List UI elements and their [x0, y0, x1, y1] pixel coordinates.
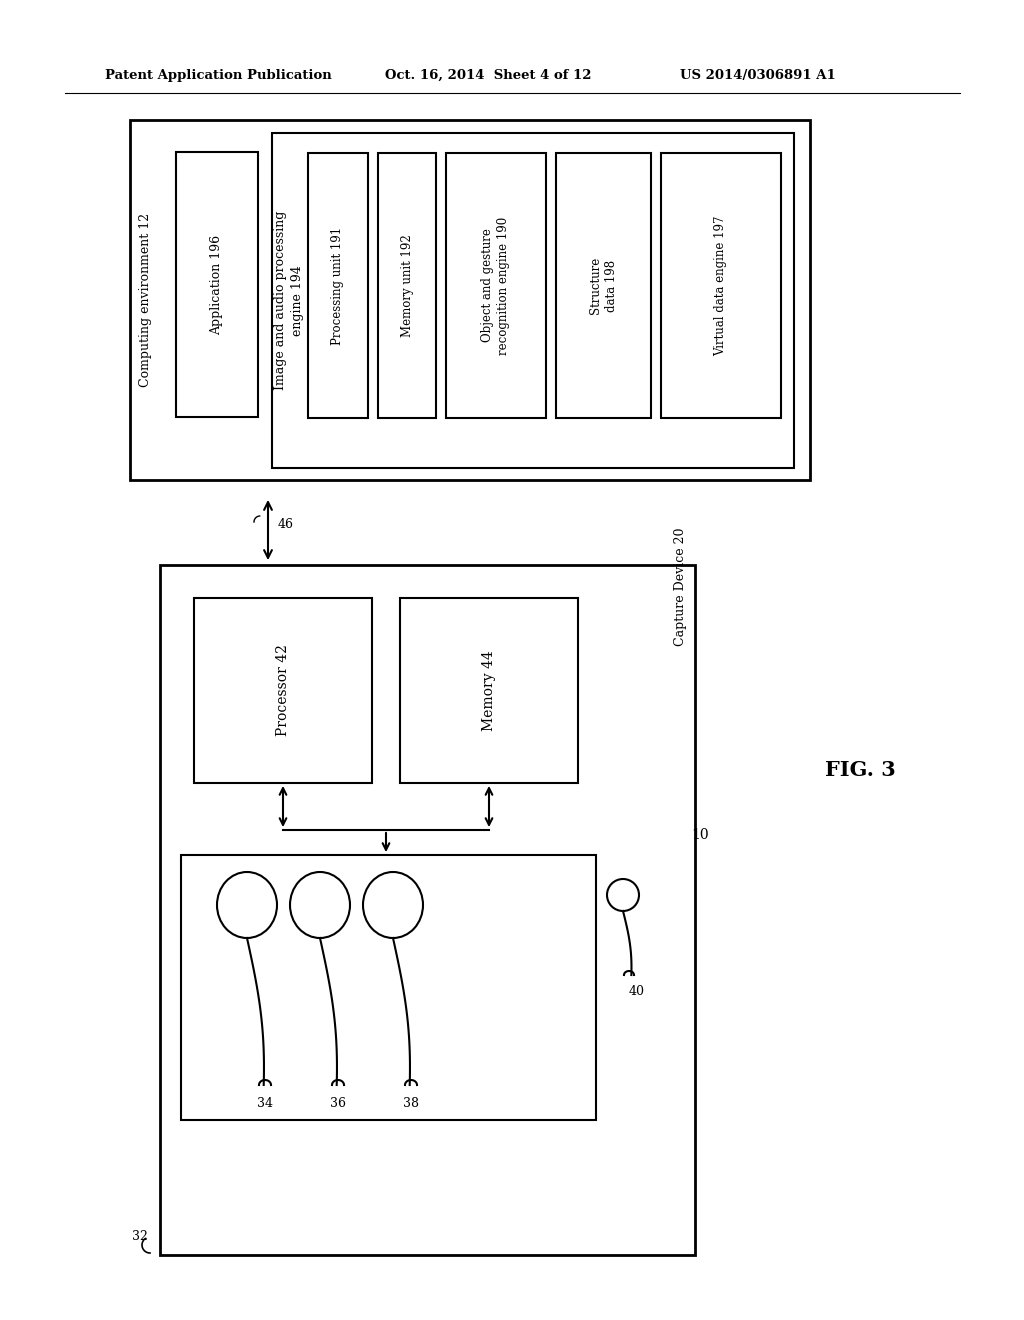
Bar [308, 153, 368, 418]
Text: Memory unit 192: Memory unit 192 [400, 234, 414, 337]
Text: Structure
data 198: Structure data 198 [589, 257, 618, 314]
Ellipse shape [362, 873, 423, 939]
Text: 10: 10 [691, 828, 709, 842]
Text: Patent Application Publication: Patent Application Publication [105, 69, 332, 82]
Text: Oct. 16, 2014  Sheet 4 of 12: Oct. 16, 2014 Sheet 4 of 12 [385, 69, 592, 82]
Text: 40: 40 [629, 985, 645, 998]
Bar [176, 152, 258, 417]
Bar [130, 120, 810, 480]
Text: Virtual data engine 197: Virtual data engine 197 [715, 215, 727, 356]
Text: 32: 32 [132, 1230, 147, 1243]
Bar [556, 153, 651, 418]
Text: 36: 36 [330, 1097, 346, 1110]
Text: 38: 38 [403, 1097, 419, 1110]
Ellipse shape [217, 873, 278, 939]
Text: 46: 46 [278, 519, 294, 532]
Text: Object and gesture
recognition engine 190: Object and gesture recognition engine 19… [481, 216, 511, 355]
Text: 34: 34 [257, 1097, 273, 1110]
Text: Processor 42: Processor 42 [276, 644, 290, 737]
Bar [400, 598, 578, 783]
Bar [194, 598, 372, 783]
Text: Application 196: Application 196 [211, 235, 223, 334]
Bar [446, 153, 546, 418]
Ellipse shape [290, 873, 350, 939]
Ellipse shape [607, 879, 639, 911]
Bar [378, 153, 436, 418]
Text: Computing environment 12: Computing environment 12 [139, 213, 153, 387]
Bar [160, 565, 695, 1255]
Bar [181, 855, 596, 1119]
Text: Image and audio processing
engine 194: Image and audio processing engine 194 [274, 211, 304, 391]
Text: FIG. 3: FIG. 3 [824, 760, 895, 780]
Bar [272, 133, 794, 469]
Text: US 2014/0306891 A1: US 2014/0306891 A1 [680, 69, 836, 82]
Bar [662, 153, 781, 418]
Text: Memory 44: Memory 44 [482, 651, 496, 731]
Text: Capture Device 20: Capture Device 20 [674, 528, 687, 647]
Text: Processing unit 191: Processing unit 191 [332, 227, 344, 345]
